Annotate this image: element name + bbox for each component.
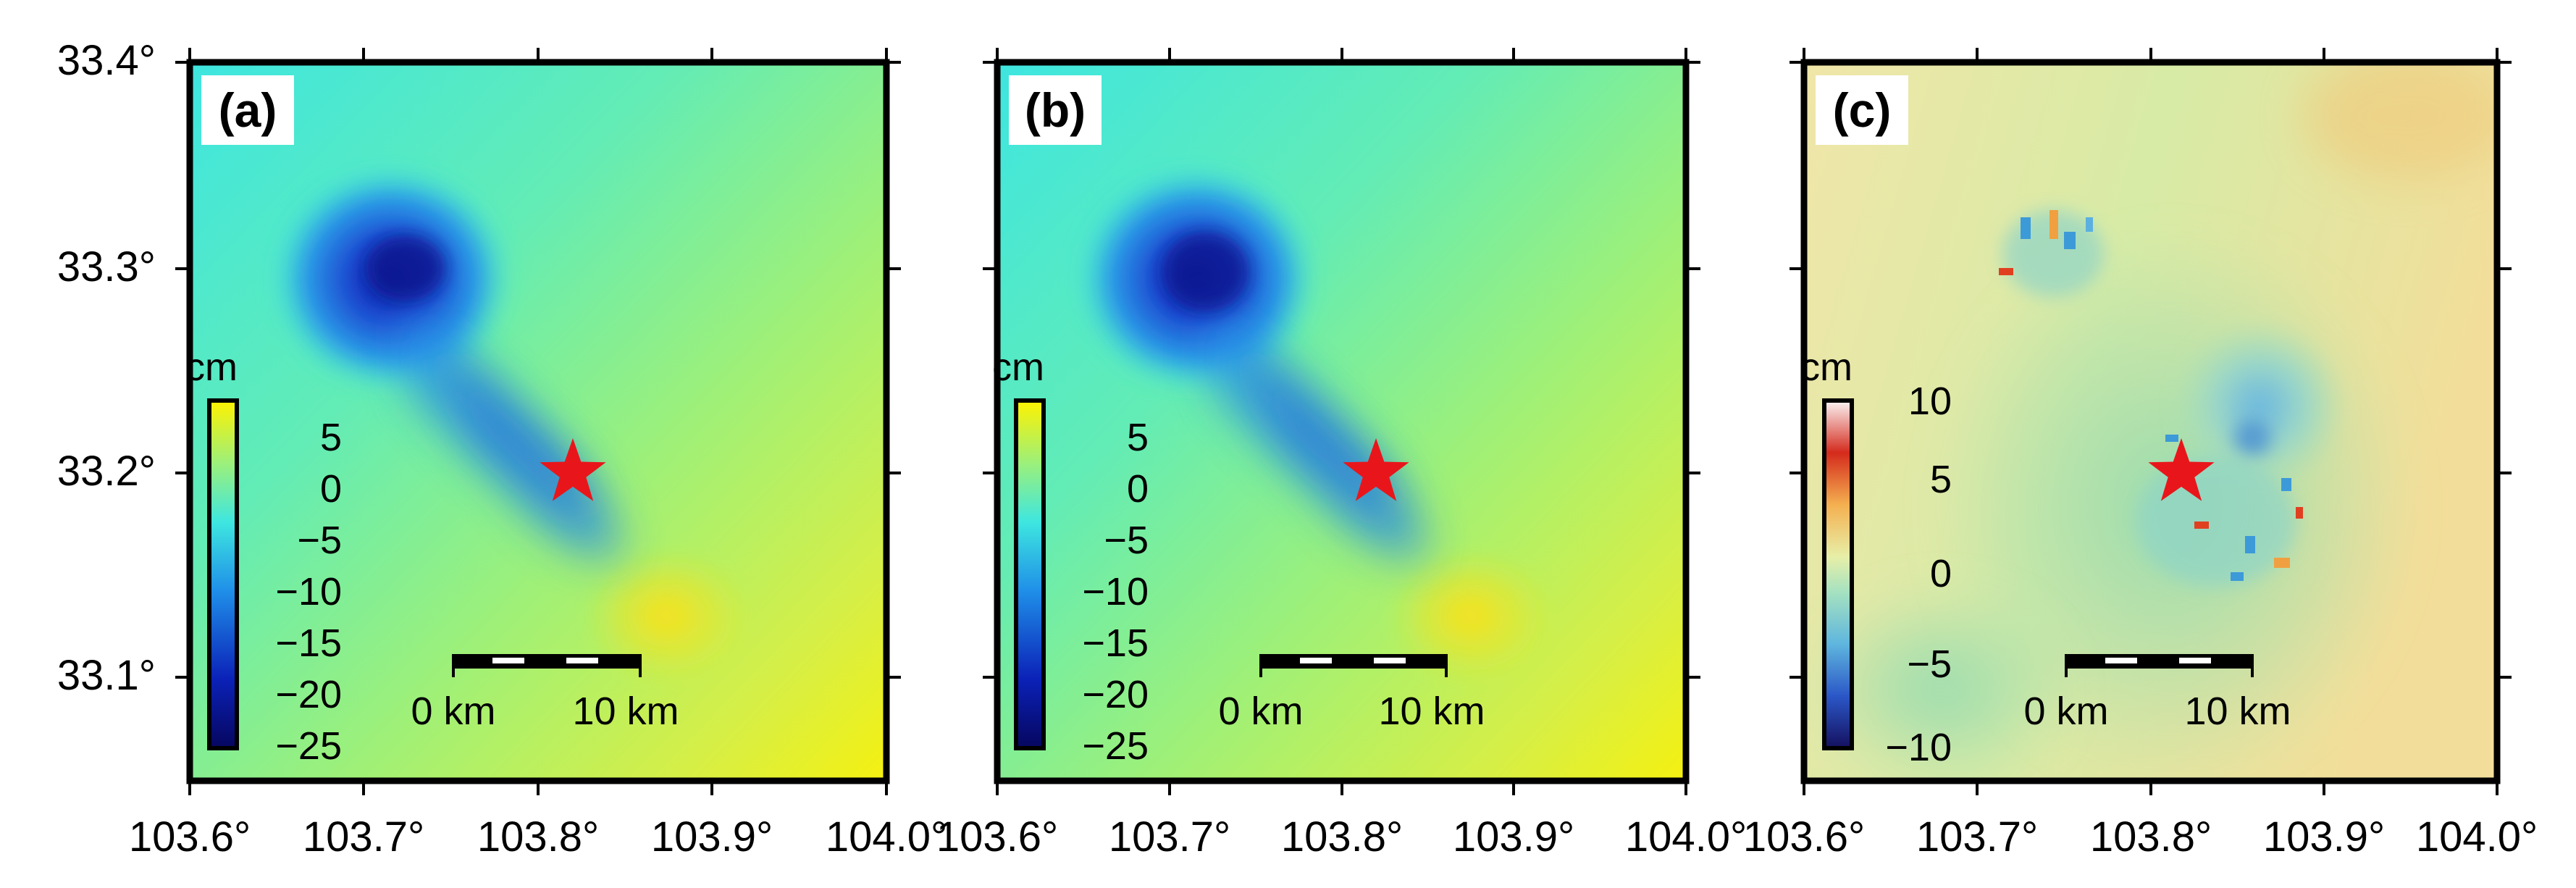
colorbar-tick-label: −10 <box>275 570 342 613</box>
x-tick-label: 103.6° <box>129 813 251 860</box>
y-tick-label: 33.4° <box>57 37 156 84</box>
colorbar-tick-label: −5 <box>1907 642 1952 686</box>
colorbar-tick-label: 5 <box>1930 458 1952 501</box>
star-icon <box>2148 438 2215 501</box>
scale-bar-label-left: 0 km <box>2023 690 2108 733</box>
colorbar-tick-label: −5 <box>297 519 342 562</box>
colorbar <box>1014 398 1046 750</box>
scale-bar-label-right: 10 km <box>2184 690 2291 733</box>
y-tick-label: 33.2° <box>57 448 156 495</box>
colorbar-unit: cm <box>185 345 238 389</box>
panel-b: 103.6° 103.7° 103.8° 103.9° 104.0° (b) c… <box>936 48 1747 860</box>
star-icon <box>540 438 606 501</box>
colorbar-tick-label: −25 <box>275 724 342 768</box>
colorbar-tick-label: −15 <box>1082 621 1149 665</box>
star-icon <box>1343 438 1409 501</box>
x-tick-label: 103.7° <box>1109 813 1230 860</box>
x-tick-label: 103.7° <box>1916 813 2038 860</box>
x-tick-label: 104.0° <box>1625 813 1747 860</box>
x-tick-label: 103.6° <box>936 813 1058 860</box>
colorbar-tick-label: −20 <box>275 673 342 716</box>
scale-bar-label-right: 10 km <box>1378 690 1485 733</box>
panel-label: (c) <box>1833 83 1892 137</box>
colorbar-unit: cm <box>992 345 1044 389</box>
x-tick-label: 103.8° <box>477 813 599 860</box>
scale-bar-label-left: 0 km <box>411 690 495 733</box>
x-tick-label: 103.8° <box>1281 813 1403 860</box>
colorbar-tick-label: −15 <box>275 621 342 665</box>
colorbar <box>207 398 239 750</box>
y-tick-label: 33.1° <box>57 652 156 699</box>
colorbar-tick-label: 0 <box>1127 467 1149 511</box>
x-tick-label: 104.0° <box>826 813 947 860</box>
colorbar-tick-label: 5 <box>1127 416 1149 459</box>
colorbar <box>1822 398 1854 750</box>
scale-bar <box>1259 654 1448 677</box>
colorbar-tick-label: −20 <box>1082 673 1149 716</box>
colorbar-unit: cm <box>1800 345 1853 389</box>
panel-label: (b) <box>1025 83 1086 137</box>
x-tick-label: 103.9° <box>1453 813 1574 860</box>
panel-c-ticks <box>1790 48 2512 795</box>
x-tick-label: 103.6° <box>1743 813 1865 860</box>
x-tick-label: 103.9° <box>2263 813 2385 860</box>
panel-c-nw-anomaly <box>1999 210 2104 297</box>
colorbar-tick-label: 10 <box>1908 380 1952 423</box>
colorbar-tick-label: 0 <box>320 467 342 511</box>
x-tick-label: 103.8° <box>2090 813 2212 860</box>
x-tick-label: 104.0° <box>2416 813 2538 860</box>
colorbar-tick-label: 5 <box>320 416 342 459</box>
panel-a-label-box <box>201 75 294 145</box>
panel-b-ticks <box>983 48 1700 795</box>
colorbar-tick-label: −10 <box>1082 570 1149 613</box>
panel-c-label-box <box>1816 75 1908 145</box>
x-tick-label: 103.7° <box>303 813 424 860</box>
scale-bar-label-left: 0 km <box>1218 690 1303 733</box>
colorbar-tick-label: −25 <box>1082 724 1149 768</box>
scale-bar <box>452 654 642 677</box>
x-tick-label: 103.9° <box>651 813 773 860</box>
panel-c-residual-field <box>1804 62 2497 781</box>
panel-label: (a) <box>219 83 277 137</box>
panel-c: 103.6° 103.7° 103.8° 103.9° 104.0° (c) c… <box>1743 48 2538 860</box>
panel-b-label-box <box>1009 75 1102 145</box>
panel-a: 33.1° 33.2° 33.3° 33.4° 103.6° 103.7° 10… <box>57 37 947 860</box>
colorbar-tick-label: −5 <box>1104 519 1149 562</box>
scale-bar-label-right: 10 km <box>572 690 679 733</box>
colorbar-tick-label: −10 <box>1885 726 1952 769</box>
scale-bar <box>2065 654 2254 677</box>
panel-a-ticks <box>175 48 901 795</box>
y-tick-label: 33.3° <box>57 243 156 290</box>
colorbar-tick-label: 0 <box>1930 552 1952 595</box>
